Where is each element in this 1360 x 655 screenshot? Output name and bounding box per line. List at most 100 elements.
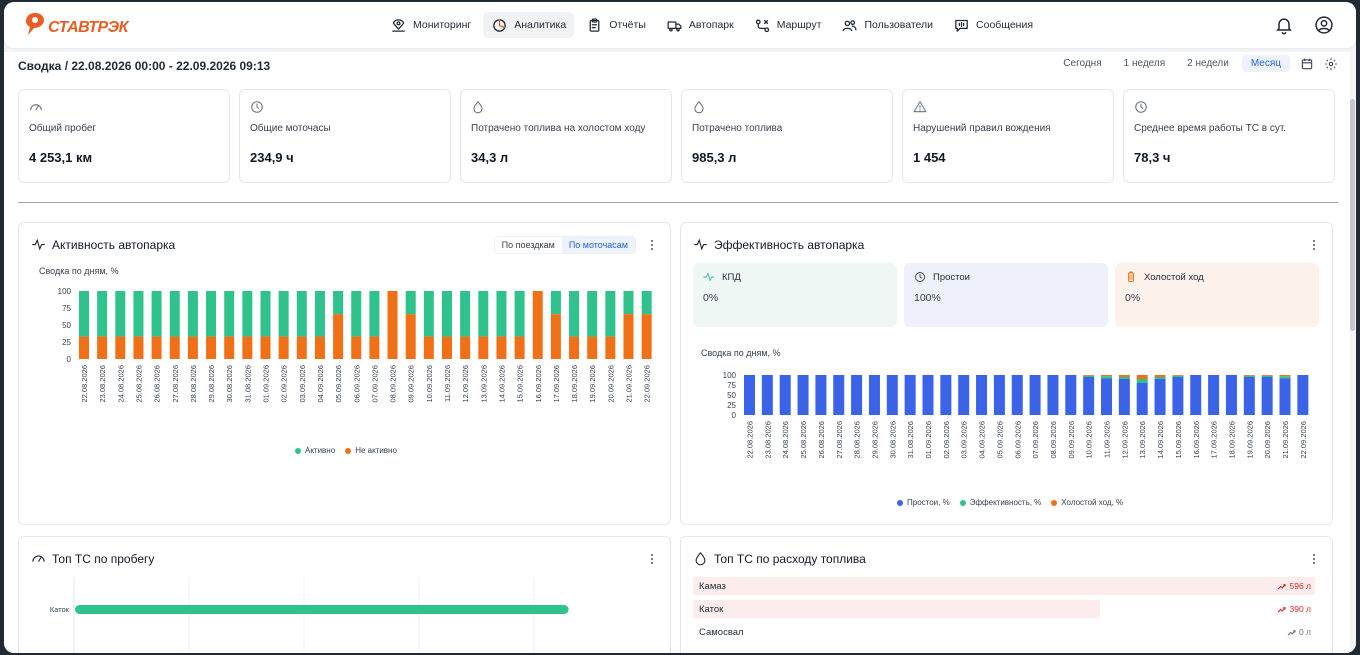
bar-0-10[interactable] [922, 375, 934, 415]
bar-0-15[interactable] [1011, 375, 1023, 415]
bar-0-16[interactable] [369, 336, 380, 359]
bar-0-28[interactable] [587, 336, 598, 359]
bar-1-31[interactable] [641, 291, 652, 315]
bar-1-4[interactable] [151, 291, 162, 337]
legend-item[interactable]: Простои, % [897, 498, 950, 507]
bar-1-16[interactable] [369, 291, 380, 337]
bar-0-23[interactable] [496, 336, 507, 359]
bar-0-19[interactable] [1083, 377, 1095, 415]
bar-1-20[interactable] [1101, 376, 1112, 379]
bar-1-8[interactable] [224, 291, 235, 337]
bar-0-8[interactable] [886, 375, 898, 415]
bar-0-26[interactable] [550, 314, 561, 359]
bar-0-21[interactable] [1118, 379, 1130, 415]
nav-item-monitoring[interactable]: Мониторинг [382, 12, 479, 38]
bar-1-6[interactable] [187, 291, 198, 337]
bar-1-22[interactable] [1136, 379, 1148, 383]
bar-1-10[interactable] [260, 291, 271, 337]
gear-icon[interactable] [1324, 57, 1338, 71]
bar-0-24[interactable] [514, 336, 525, 359]
bell-icon[interactable] [1274, 15, 1294, 35]
bar-1-20[interactable] [442, 291, 452, 337]
bar-1-30[interactable] [623, 291, 634, 315]
bar-1-29[interactable] [605, 291, 616, 337]
bar-2-30[interactable] [1279, 375, 1291, 377]
bar-0-28[interactable] [1243, 377, 1255, 415]
bar-0-8[interactable] [224, 336, 235, 359]
bar-0-19[interactable] [423, 336, 434, 359]
activity-toggle-button[interactable]: По поездкам [501, 240, 555, 250]
bar-0-18[interactable] [1065, 375, 1077, 415]
bar-1-11[interactable] [278, 291, 289, 337]
bar-0-6[interactable] [187, 336, 198, 359]
bar-1-21[interactable] [1118, 377, 1130, 379]
bar-2-20[interactable] [1101, 375, 1112, 377]
range-button[interactable]: 1 неделя [1123, 58, 1166, 69]
bar-0-20[interactable] [442, 336, 452, 359]
bar-0-9[interactable] [904, 375, 916, 415]
bar-1-19[interactable] [423, 291, 434, 337]
nav-item-reports[interactable]: Отчёты [578, 12, 654, 38]
bar-0-23[interactable] [1154, 379, 1166, 415]
bar-0-30[interactable] [1279, 378, 1291, 415]
user-profile-icon[interactable] [1314, 15, 1334, 35]
bar-1-19[interactable] [1083, 375, 1095, 377]
bar-1-30[interactable] [1279, 376, 1291, 379]
calendar-icon[interactable] [1300, 57, 1314, 71]
bar-1-7[interactable] [206, 291, 217, 337]
bar-1-0[interactable] [79, 291, 89, 337]
bar-1-28[interactable] [587, 291, 598, 337]
bar-0-12[interactable] [296, 336, 307, 359]
bar-0-11[interactable] [278, 336, 289, 359]
bar-1-21[interactable] [460, 291, 471, 337]
efficiency-menu-icon[interactable] [1312, 239, 1316, 251]
bar-1-24[interactable] [514, 291, 525, 337]
bar-1-14[interactable] [333, 291, 344, 315]
bar-0-15[interactable] [351, 336, 362, 359]
fuel-row[interactable]: Самосвал 0 л [693, 623, 1315, 641]
bar-0-17[interactable] [387, 291, 398, 359]
fuel-row[interactable]: Камаз 596 л [693, 577, 1315, 595]
bar-0-7[interactable] [206, 336, 217, 359]
bar-2-28[interactable] [1243, 375, 1255, 376]
bar-1-1[interactable] [97, 291, 108, 337]
range-button[interactable]: Сегодня [1063, 58, 1102, 69]
bar-0-27[interactable] [569, 336, 580, 359]
legend-item[interactable]: Эффективность, % [959, 498, 1041, 507]
bar-0-2[interactable] [779, 375, 791, 415]
nav-item-messages[interactable]: Сообщения [945, 12, 1041, 38]
bar-0-4[interactable] [151, 336, 162, 359]
bar-2-23[interactable] [1154, 375, 1166, 377]
legend-item[interactable]: Не активно [345, 446, 397, 455]
bar-0-17[interactable] [1047, 375, 1059, 415]
bar-0-22[interactable] [1136, 383, 1148, 415]
bar-0-25[interactable] [1190, 375, 1202, 415]
bar-0-6[interactable] [851, 375, 863, 415]
bar-0-4[interactable] [815, 375, 827, 415]
bar-1-2[interactable] [115, 291, 126, 337]
fuel-row[interactable]: Каток 390 л [693, 600, 1315, 618]
bar-0-13[interactable] [314, 336, 325, 359]
mileage-menu-icon[interactable] [650, 553, 654, 565]
bar-0-29[interactable] [1261, 377, 1273, 415]
bar-1-18[interactable] [405, 291, 416, 315]
bar-0-3[interactable] [797, 375, 809, 415]
bar-0-0[interactable] [744, 375, 755, 415]
bar-0-1[interactable] [761, 375, 773, 415]
bar-1-12[interactable] [296, 291, 307, 337]
bar-0-2[interactable] [115, 336, 126, 359]
bar-0-18[interactable] [405, 314, 416, 359]
bar-0-16[interactable] [1029, 375, 1041, 415]
bar-0-10[interactable] [260, 336, 271, 359]
bar-0-1[interactable] [97, 336, 108, 359]
activity-menu-icon[interactable] [650, 239, 654, 251]
bar-1-22[interactable] [478, 291, 489, 337]
bar-0-3[interactable] [133, 336, 144, 359]
bar-0-21[interactable] [460, 336, 471, 359]
bar-1-5[interactable] [169, 291, 180, 337]
bar-0-14[interactable] [993, 375, 1005, 415]
bar-0-11[interactable] [940, 375, 952, 415]
bar-0-5[interactable] [169, 336, 180, 359]
bar-1-15[interactable] [351, 291, 362, 337]
nav-item-analytics[interactable]: Аналитика [483, 12, 575, 38]
